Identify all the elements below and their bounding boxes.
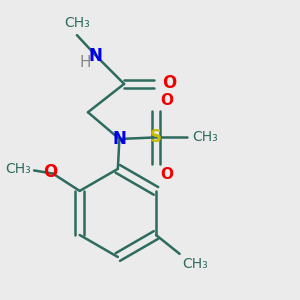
Text: O: O (43, 163, 57, 181)
Text: CH₃: CH₃ (183, 257, 208, 271)
Text: O: O (162, 74, 176, 92)
Text: S: S (150, 128, 162, 146)
Text: H: H (79, 55, 91, 70)
Text: N: N (112, 130, 126, 148)
Text: CH₃: CH₃ (192, 130, 218, 144)
Text: O: O (160, 92, 173, 107)
Text: CH₃: CH₃ (64, 16, 90, 30)
Text: N: N (89, 46, 103, 64)
Text: CH₃: CH₃ (5, 162, 31, 176)
Text: O: O (160, 167, 173, 182)
